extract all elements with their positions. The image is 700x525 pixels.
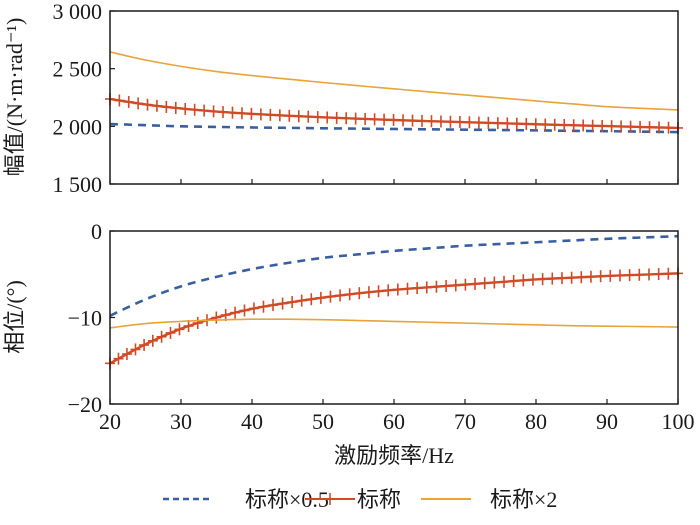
axes-frame xyxy=(109,10,679,185)
axes-frame xyxy=(109,230,679,405)
x-tick-label: 100 xyxy=(662,409,695,434)
legend: 标称×0.5 标称 标称×2 xyxy=(163,487,557,512)
y-tick-label: 1 500 xyxy=(53,172,103,197)
y-tick-label: −20 xyxy=(68,392,102,417)
amplitude-panel: 1 500 2 000 2 500 3 000 幅值/(N·m·rad⁻¹) xyxy=(2,0,683,197)
legend-label: 标称 xyxy=(357,487,401,512)
series-line-nominal-x0.5 xyxy=(110,122,679,134)
y-axis-label: 幅值/(N·m·rad⁻¹) xyxy=(2,18,27,177)
y-tick-label: 2 000 xyxy=(53,114,103,139)
y-axis-label: 相位/(°) xyxy=(2,280,27,354)
x-tick-label: 60 xyxy=(383,409,405,434)
x-tick-label: 20 xyxy=(99,409,121,434)
series-line-nominal xyxy=(110,272,679,365)
y-tick-label: −10 xyxy=(68,306,102,331)
x-tick-label: 30 xyxy=(170,409,192,434)
phase-panel: 20 30 40 50 60 70 80 90 100 −20 −10 0 相位/(°) xyxy=(2,219,695,434)
y-tick-label: 0 xyxy=(91,219,102,244)
x-tick-label: 80 xyxy=(525,409,547,434)
y-tick-label: 2 500 xyxy=(53,57,103,82)
x-tick-label: 40 xyxy=(241,409,263,434)
x-tick-label: 90 xyxy=(596,409,618,434)
x-tick-label: 70 xyxy=(454,409,476,434)
y-tick-label: 3 000 xyxy=(53,0,103,24)
x-tick-label: 50 xyxy=(312,409,334,434)
series-line-nominal-x2 xyxy=(110,51,679,111)
legend-label: 标称×2 xyxy=(490,487,557,512)
x-axis-label: 激励频率/Hz xyxy=(334,443,454,468)
series-line-nominal-x2 xyxy=(110,318,679,329)
series-line-nominal-x0.5 xyxy=(110,234,679,317)
